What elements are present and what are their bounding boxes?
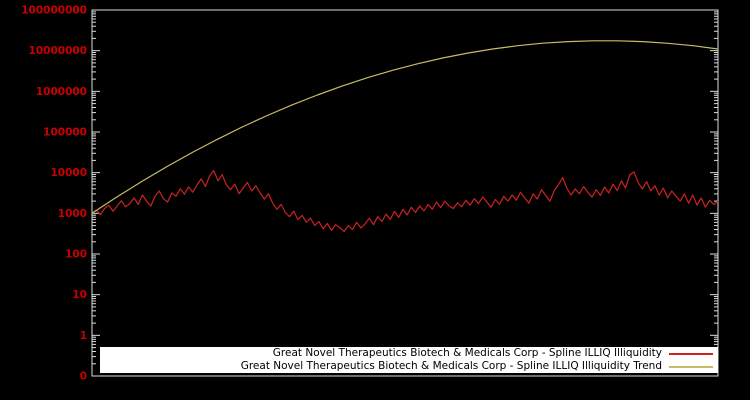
- legend-label-illiquidity: Great Novel Therapeutics Biotech & Medic…: [272, 347, 662, 359]
- y-tick-label: 0: [80, 371, 87, 383]
- y-tick-label: 10000000: [29, 45, 87, 57]
- y-tick-label: 100000000: [21, 5, 87, 17]
- series-line-0: [91, 170, 719, 233]
- legend-line-sample-red: [669, 352, 713, 355]
- legend-label-trend: Great Novel Therapeutics Biotech & Medic…: [240, 360, 662, 372]
- y-tick-label: 1000: [58, 208, 87, 220]
- legend-item-trend: Great Novel Therapeutics Biotech & Medic…: [100, 360, 718, 373]
- y-tick-label: 10: [72, 289, 87, 301]
- plot-frame: [91, 9, 719, 377]
- y-tick-label: 1000000: [36, 86, 87, 98]
- y-tick-label: 10000: [50, 167, 87, 179]
- y-tick-label: 1: [80, 330, 87, 342]
- legend-line-sample-trend: [669, 365, 713, 368]
- y-tick-label: 100000: [43, 127, 87, 139]
- legend: Great Novel Therapeutics Biotech & Medic…: [100, 347, 718, 373]
- y-tick-label: 100: [65, 249, 87, 261]
- series-line-1: [91, 40, 719, 214]
- legend-item-illiquidity: Great Novel Therapeutics Biotech & Medic…: [100, 347, 718, 360]
